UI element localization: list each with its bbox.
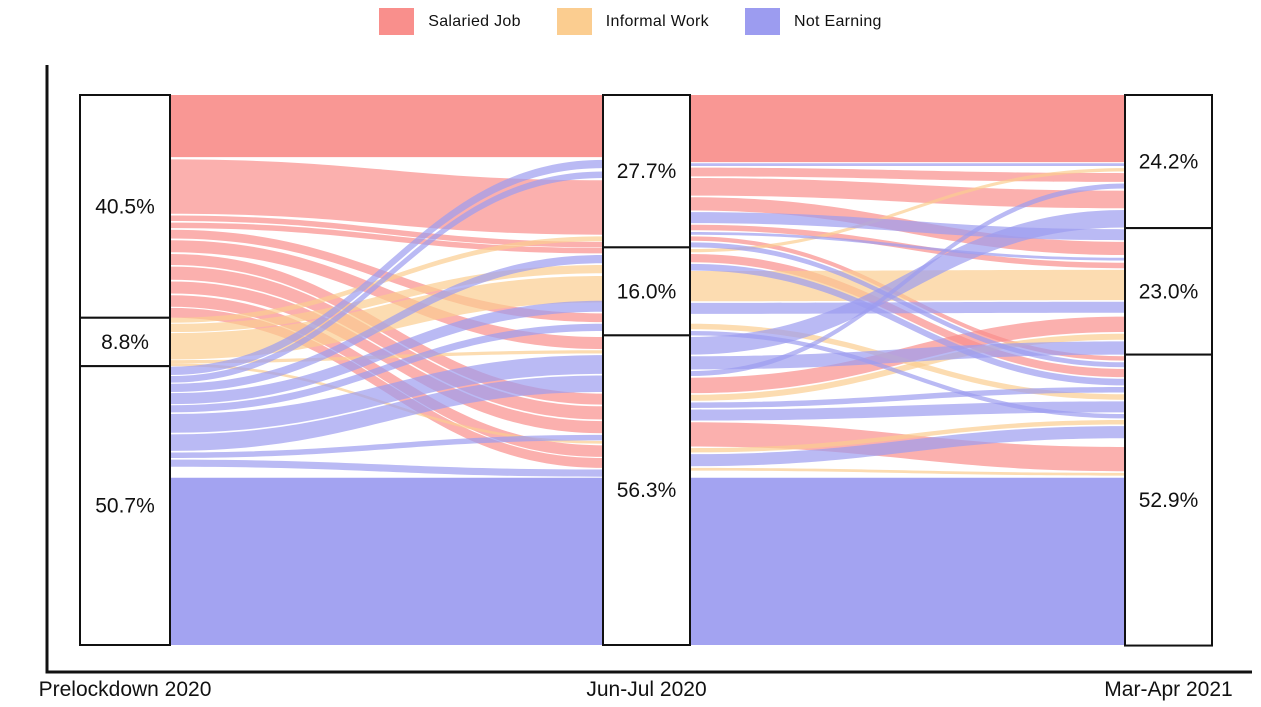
legend-item-salaried: Salaried Job: [379, 8, 521, 35]
legend-label: Not Earning: [793, 12, 882, 30]
sankey-flow: [690, 231, 1125, 261]
legend-item-informal: Informal Work: [556, 8, 709, 35]
sankey-flow: [170, 159, 603, 375]
legend-item-notearning: Not Earning: [744, 8, 882, 35]
sankey-flow: [170, 323, 603, 413]
node-percent-label: 52.9%: [1139, 489, 1199, 512]
sankey-flow: [170, 275, 603, 360]
sankey-flow: [170, 215, 603, 248]
node-percent-label: 27.7%: [617, 160, 677, 183]
axis-tick-label: Jun-Jul 2020: [586, 678, 706, 701]
chart-legend: Salaried Job Informal Work Not Earning: [0, 8, 1261, 35]
stratum-node: [602, 246, 691, 337]
sankey-flow: [170, 355, 603, 433]
sankey-flow: [170, 264, 603, 333]
axis-tick-label: Mar-Apr 2021: [1104, 678, 1232, 701]
sankey-flow: [170, 95, 603, 158]
sankey-flow: [690, 168, 1125, 253]
sankey-flow: [690, 387, 1125, 408]
sankey-flow: [170, 295, 603, 457]
node-percent-label: 16.0%: [617, 280, 677, 303]
sankey-flow: [170, 363, 603, 444]
node-percent-label: 40.5%: [95, 195, 155, 218]
axis-tick-label: Prelockdown 2020: [39, 678, 212, 701]
stratum-node: [1124, 94, 1213, 230]
node-percent-label: 24.2%: [1139, 151, 1199, 174]
sankey-flow: [170, 459, 603, 477]
sankey-flow: [170, 222, 603, 254]
stratum-node: [1124, 353, 1213, 647]
sankey-flow: [690, 95, 1125, 163]
node-percent-label: 50.7%: [95, 495, 155, 518]
sankey-flow: [170, 375, 603, 451]
stratum-node: [79, 94, 171, 319]
sankey-flow: [690, 341, 1125, 370]
sankey-flow: [170, 300, 603, 405]
stratum-node: [79, 365, 171, 646]
legend-swatch-informal-icon: [556, 8, 592, 35]
node-percent-label: 23.0%: [1139, 280, 1199, 303]
sankey-flow: [690, 178, 1125, 209]
axis-frame: [45, 65, 1252, 674]
node-percent-label: 8.8%: [101, 331, 149, 354]
sankey-flow: [690, 426, 1125, 467]
sankey-flow: [690, 330, 1125, 419]
sankey-flow: [690, 301, 1125, 314]
sankey-flow: [690, 401, 1125, 421]
sankey-flow: [690, 467, 1125, 476]
legend-label: Informal Work: [605, 12, 709, 30]
sankey-flow: [170, 159, 603, 235]
sankey-flow: [690, 477, 1125, 645]
sankey-flow: [690, 183, 1125, 377]
stratum-node: [79, 316, 171, 368]
stratum-node: [1124, 227, 1213, 356]
stratum-node: [602, 94, 691, 249]
sankey-flow: [170, 434, 603, 458]
sankey-flow: [170, 255, 603, 392]
legend-label: Salaried Job: [428, 12, 521, 30]
sankey-flow: [690, 163, 1125, 166]
sankey-flow: [690, 253, 1125, 378]
sankey-flow: [170, 266, 603, 420]
legend-swatch-notearning-icon: [744, 8, 780, 35]
sankey-flow: [690, 420, 1125, 453]
sankey-flow: [690, 333, 1125, 401]
stratum-node: [602, 334, 691, 646]
node-percent-label: 56.3%: [617, 479, 677, 502]
legend-swatch-salaried-icon: [379, 8, 415, 35]
sankey-flow: [690, 263, 1125, 386]
sankey-flow: [170, 477, 603, 645]
sankey-flow: [170, 171, 603, 383]
